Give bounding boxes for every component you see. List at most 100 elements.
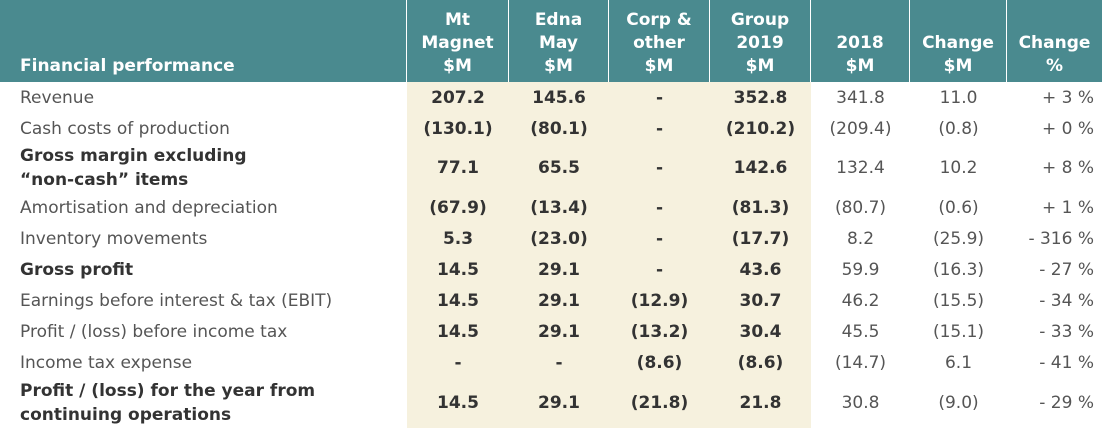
cell-corp-other: (12.9)	[609, 285, 710, 316]
cell-group-2019: 43.6	[710, 254, 811, 285]
cell-change-percent: + 3 %	[1041, 87, 1094, 108]
row-label: Income tax expense	[20, 352, 193, 373]
cell-group-2019: 142.6	[710, 144, 811, 192]
header-change-dollars: Change $M	[910, 0, 1007, 82]
cell-mt-magnet: 207.2	[407, 82, 509, 113]
cell-group-2019: (81.3)	[710, 192, 811, 223]
cell-corp-other: -	[609, 82, 710, 113]
cell-edna-may: 145.6	[509, 82, 609, 113]
row-label: Gross margin excluding “non-cash” items	[20, 146, 247, 190]
row-label: Profit / (loss) before income tax	[20, 321, 288, 342]
table-row: Profit / (loss) for the year from continu…	[0, 378, 1102, 428]
header-mt-magnet: Mt Magnet $M	[407, 0, 509, 82]
cell-2018: (209.4)	[829, 118, 892, 139]
cell-change-percent: - 41 %	[1039, 352, 1094, 373]
cell-corp-other: (13.2)	[609, 316, 710, 347]
row-label: Earnings before interest & tax (EBIT)	[20, 290, 333, 311]
cell-corp-other: (8.6)	[609, 347, 710, 378]
cell-edna-may: -	[509, 347, 609, 378]
cell-corp-other: -	[609, 144, 710, 192]
cell-edna-may: 29.1	[509, 285, 609, 316]
cell-2018: 8.2	[846, 228, 875, 249]
cell-group-2019: 30.4	[710, 316, 811, 347]
cell-change-percent: - 33 %	[1039, 321, 1094, 342]
row-label: Gross profit	[20, 259, 134, 280]
cell-change: 6.1	[944, 352, 973, 373]
cell-2018: 59.9	[841, 259, 880, 280]
cell-edna-may: 29.1	[509, 378, 609, 428]
table-row: Revenue 207.2 145.6 - 352.8 341.8 11.0 +…	[0, 82, 1102, 113]
cell-change: 10.2	[939, 158, 978, 178]
cell-corp-other: -	[609, 113, 710, 144]
header-corp-other: Corp & other $M	[609, 0, 710, 82]
table-row: Income tax expense - - (8.6) (8.6) (14.7…	[0, 347, 1102, 378]
cell-change-percent: + 8 %	[1041, 158, 1094, 178]
cell-edna-may: (23.0)	[509, 223, 609, 254]
cell-edna-may: (13.4)	[509, 192, 609, 223]
cell-change: (15.1)	[932, 321, 985, 342]
cell-group-2019: 21.8	[710, 378, 811, 428]
table-row: Earnings before interest & tax (EBIT) 14…	[0, 285, 1102, 316]
cell-group-2019: 352.8	[710, 82, 811, 113]
cell-2018: 45.5	[841, 321, 880, 342]
cell-mt-magnet: -	[407, 347, 509, 378]
cell-mt-magnet: 14.5	[407, 254, 509, 285]
cell-group-2019: (8.6)	[710, 347, 811, 378]
cell-mt-magnet: (130.1)	[407, 113, 509, 144]
cell-edna-may: 29.1	[509, 316, 609, 347]
cell-edna-may: 29.1	[509, 254, 609, 285]
cell-change-percent: - 27 %	[1039, 259, 1094, 280]
cell-change-percent: - 316 %	[1028, 228, 1094, 249]
header-financial-performance: Financial performance	[0, 0, 407, 82]
cell-mt-magnet: 14.5	[407, 285, 509, 316]
cell-mt-magnet: 77.1	[407, 144, 509, 192]
cell-2018: 46.2	[841, 290, 880, 311]
cell-corp-other: -	[609, 223, 710, 254]
table-row: Gross profit 14.5 29.1 - 43.6 59.9 (16.3…	[0, 254, 1102, 285]
cell-change: (15.5)	[932, 290, 985, 311]
cell-change: (9.0)	[938, 393, 979, 413]
cell-corp-other: -	[609, 192, 710, 223]
cell-mt-magnet: 14.5	[407, 378, 509, 428]
row-label: Amortisation and depreciation	[20, 197, 278, 218]
cell-change: (0.6)	[938, 197, 979, 218]
table-row: Inventory movements 5.3 (23.0) - (17.7) …	[0, 223, 1102, 254]
cell-change-percent: + 1 %	[1041, 197, 1094, 218]
cell-corp-other: -	[609, 254, 710, 285]
header-edna-may: Edna May $M	[509, 0, 609, 82]
cell-change: 11.0	[939, 87, 978, 108]
table-row: Cash costs of production (130.1) (80.1) …	[0, 113, 1102, 144]
cell-change-percent: - 29 %	[1039, 393, 1094, 413]
cell-2018: 132.4	[836, 158, 885, 178]
row-label: Cash costs of production	[20, 118, 230, 139]
table-row: Profit / (loss) before income tax 14.5 2…	[0, 316, 1102, 347]
cell-group-2019: (17.7)	[710, 223, 811, 254]
cell-mt-magnet: 5.3	[407, 223, 509, 254]
row-label: Revenue	[20, 87, 95, 108]
row-label: Profit / (loss) for the year from continu…	[20, 381, 316, 425]
cell-change: (25.9)	[932, 228, 985, 249]
cell-change-percent: - 34 %	[1039, 290, 1094, 311]
cell-group-2019: (210.2)	[710, 113, 811, 144]
cell-2018: 341.8	[836, 87, 885, 108]
cell-2018: (14.7)	[834, 352, 887, 373]
row-label: Inventory movements	[20, 228, 208, 249]
table-header-row: Financial performance Mt Magnet $M Edna May…	[0, 0, 1102, 82]
cell-2018: 30.8	[841, 393, 880, 413]
table-row: Gross margin excluding “non-cash” items 7…	[0, 144, 1102, 192]
cell-change-percent: + 0 %	[1041, 118, 1094, 139]
cell-edna-may: (80.1)	[509, 113, 609, 144]
header-2018: 2018 $M	[811, 0, 910, 82]
cell-edna-may: 65.5	[509, 144, 609, 192]
header-change-percent: Change%	[1007, 0, 1102, 82]
cell-change: (0.8)	[938, 118, 979, 139]
cell-mt-magnet: (67.9)	[407, 192, 509, 223]
cell-group-2019: 30.7	[710, 285, 811, 316]
cell-change: (16.3)	[932, 259, 985, 280]
header-group-2019: Group 2019 $M	[710, 0, 811, 82]
table-row: Amortisation and depreciation (67.9) (13…	[0, 192, 1102, 223]
cell-mt-magnet: 14.5	[407, 316, 509, 347]
cell-corp-other: (21.8)	[609, 378, 710, 428]
cell-2018: (80.7)	[834, 197, 887, 218]
financial-performance-table: Financial performance Mt Magnet $M Edna May…	[0, 0, 1102, 428]
